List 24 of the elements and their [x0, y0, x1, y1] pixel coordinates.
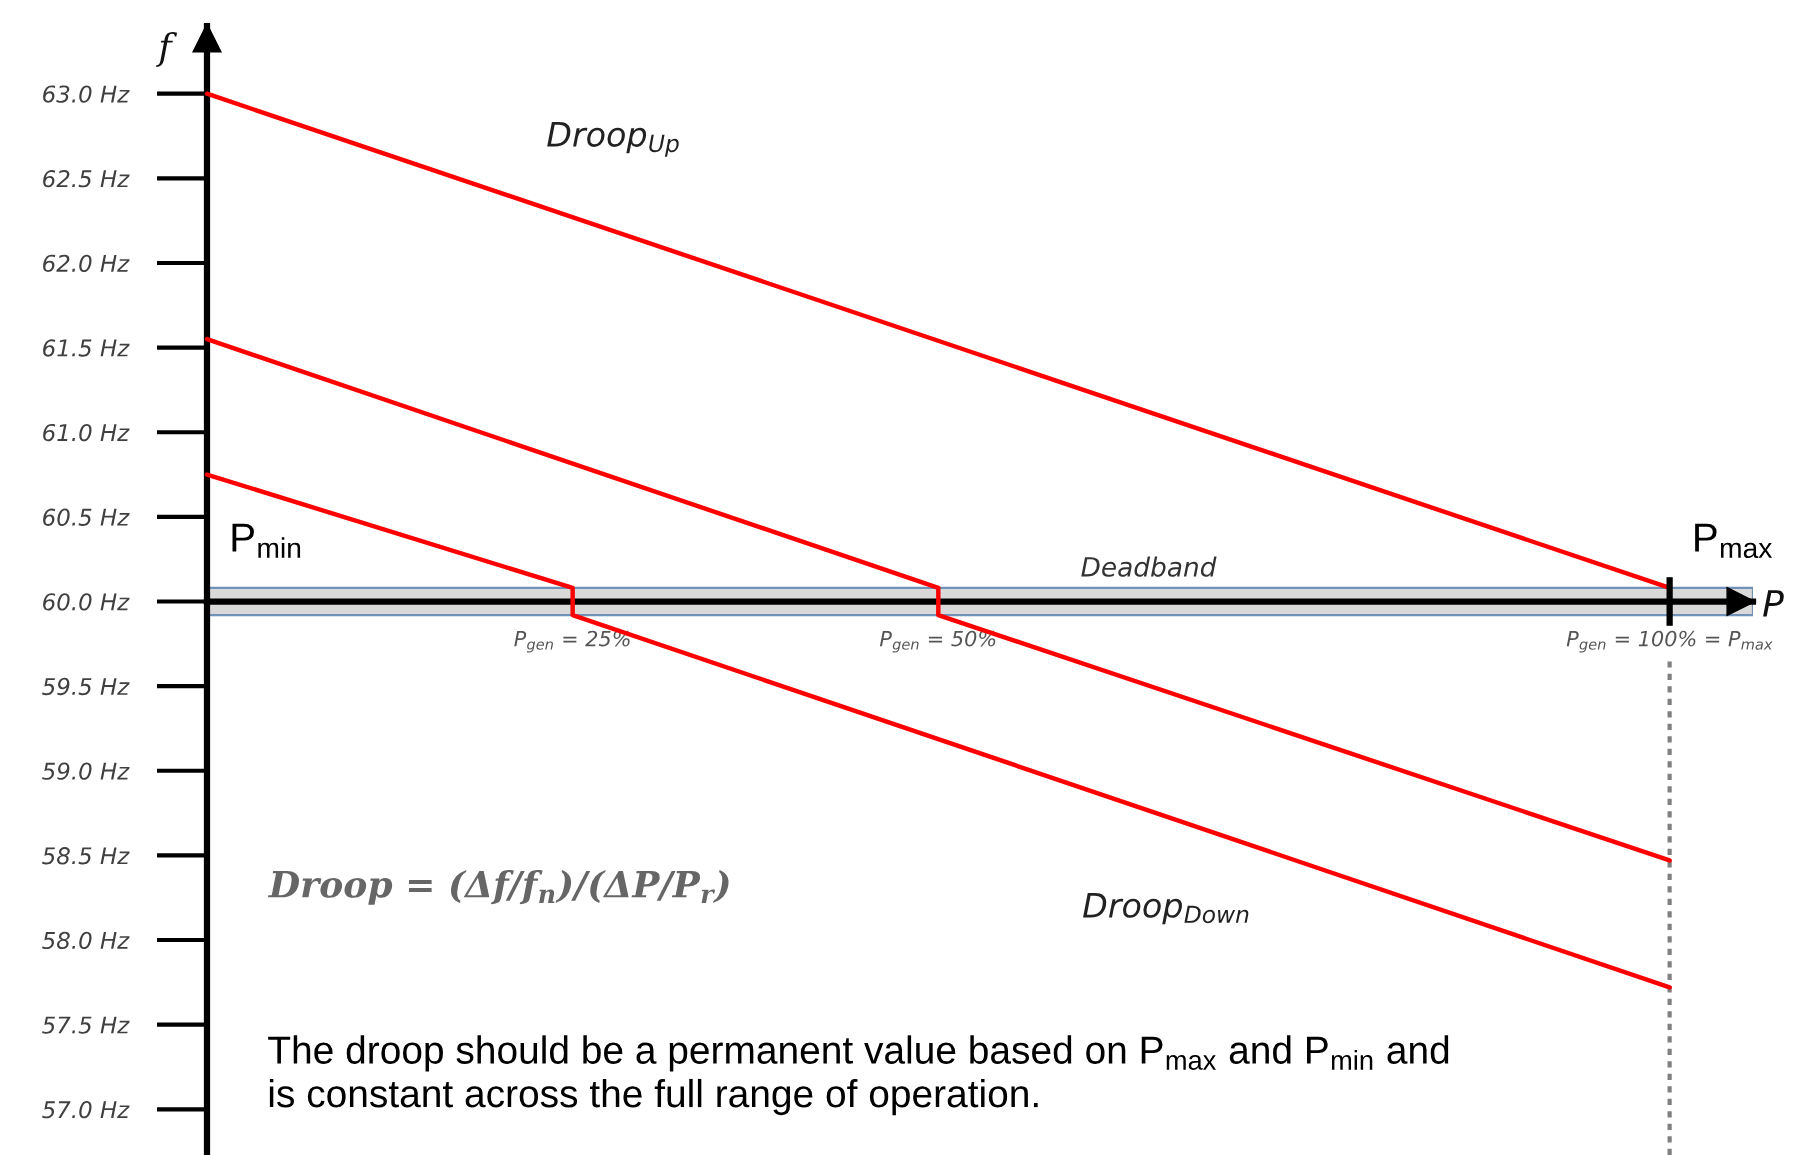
y-tick-label: 61.0 Hz — [43, 423, 130, 442]
y-tick-label: 62.0 Hz — [43, 254, 130, 272]
y-tick-label: 58.0 Hz — [42, 931, 130, 950]
annotation: Droop = (Δf/f$_{n}$)/(ΔP/P$_{r}$) — [267, 869, 729, 905]
y-tick-label: 58.5 Hz — [42, 847, 130, 865]
x-tick-label: P$_{gen}$ = 100% = P$_{max}$ — [1566, 630, 1773, 653]
band-label: Deadband — [1081, 556, 1217, 577]
y-tick-label: 57.5 Hz — [42, 1016, 130, 1034]
y-tick-label: 60.5 Hz — [43, 508, 130, 526]
ref-line-label: P$_{max}$ — [1695, 523, 1773, 559]
y-tick-label: 59.5 Hz — [42, 677, 130, 696]
y-tick-label: 57.0 Hz — [42, 1101, 130, 1119]
y-tick-label: 60.0 Hz — [43, 593, 130, 611]
x-tick-label: P$_{gen}$ = 50% — [879, 630, 996, 653]
y-axis-title: f — [156, 32, 178, 67]
x-axis-title: P — [1763, 590, 1784, 617]
y-tick-label: 61.5 Hz — [43, 339, 130, 357]
y-tick-label: 62.5 Hz — [43, 170, 130, 188]
series-label: Droop$_{Up}$ — [547, 122, 679, 157]
y-tick-label: 63.0 Hz — [43, 85, 130, 103]
y-tick-label: 59.0 Hz — [42, 762, 130, 780]
annotation: P$_{min}$ — [232, 523, 301, 558]
series-label: Droop$_{Down}$ — [1083, 893, 1249, 925]
text: The droop should be a permanent value based on P$_{max}$ and P$_{min}$ and is constant across the full range of operation. — [268, 1035, 1449, 1116]
